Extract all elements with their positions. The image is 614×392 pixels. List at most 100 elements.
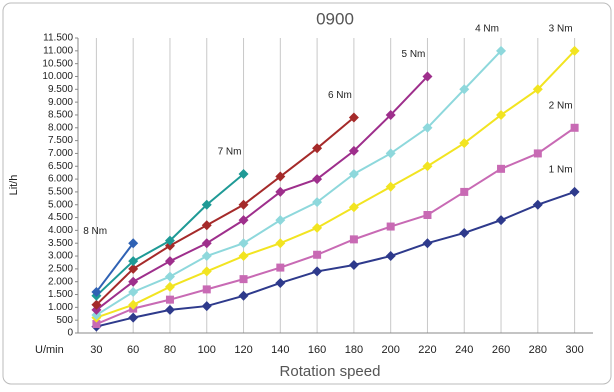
point: [422, 71, 433, 82]
point: [313, 250, 322, 259]
point: [570, 123, 579, 132]
y-tick-label: 7.000: [48, 148, 73, 159]
x-tick-label: 160: [308, 344, 326, 356]
series-label: 3 Nm: [549, 23, 573, 34]
series-line: [95, 75, 429, 311]
point: [459, 138, 470, 149]
x-tick-label: 180: [345, 344, 363, 356]
point: [128, 238, 139, 249]
series-label: 5 Nm: [402, 49, 426, 60]
x-unit: U/min: [35, 344, 64, 356]
series-line: [95, 116, 355, 306]
point: [202, 285, 211, 294]
point: [201, 251, 212, 262]
point: [532, 84, 543, 95]
point: [349, 235, 358, 244]
point: [128, 286, 139, 297]
point: [348, 112, 359, 123]
y-tick-label: 4.500: [48, 212, 73, 223]
y-tick-label: 0: [67, 328, 73, 339]
point: [348, 145, 359, 156]
y-tick-label: 10.500: [42, 58, 73, 69]
point: [423, 211, 432, 219]
point: [422, 161, 433, 172]
y-tick-label: 11.000: [43, 45, 73, 56]
series-line: [95, 242, 134, 293]
point: [275, 215, 286, 226]
series-line: [96, 190, 575, 328]
point: [238, 215, 249, 226]
y-tick-label: 1.000: [48, 302, 73, 313]
point: [460, 187, 469, 196]
point: [312, 266, 323, 277]
y-axis-title: Lit/h: [8, 175, 20, 196]
point: [422, 122, 433, 133]
point: [496, 109, 507, 120]
x-axis-title: Rotation speed: [280, 363, 381, 380]
y-tick-label: 6.500: [48, 161, 73, 172]
point: [348, 168, 359, 179]
x-tick-label: 30: [90, 344, 102, 356]
point: [164, 235, 175, 246]
point: [238, 251, 249, 262]
point: [238, 168, 249, 179]
y-tick-label: 9.500: [48, 84, 73, 95]
point: [275, 238, 286, 249]
point: [569, 186, 580, 197]
point: [128, 263, 139, 274]
point: [312, 197, 323, 208]
frame: [2, 2, 612, 385]
point: [385, 109, 396, 120]
y-tick-label: 2.500: [48, 264, 73, 275]
y-tick-label: 5.000: [48, 199, 73, 210]
y-tick-label: 7.500: [48, 135, 73, 146]
point: [128, 299, 139, 310]
point: [496, 45, 507, 56]
point: [91, 304, 102, 315]
point: [91, 299, 102, 310]
x-tick-label: 220: [418, 344, 436, 356]
point: [386, 222, 395, 231]
point: [497, 164, 506, 173]
y-tick-label: 3.500: [48, 238, 73, 249]
point: [201, 199, 212, 210]
point: [276, 263, 285, 272]
chart-title: 0900: [316, 9, 354, 28]
point: [312, 222, 323, 233]
point: [201, 301, 212, 312]
series-line: [95, 50, 502, 316]
y-tick-label: 8.000: [48, 122, 73, 133]
point: [164, 271, 175, 282]
y-tick-label: 2.000: [48, 276, 73, 287]
point: [238, 199, 249, 210]
x-tick-label: 240: [455, 344, 473, 356]
point: [569, 45, 580, 56]
y-tick-label: 6.000: [48, 174, 73, 185]
point: [201, 266, 212, 277]
point: [164, 281, 175, 292]
point: [128, 256, 139, 267]
point: [91, 310, 102, 321]
x-tick-label: 140: [271, 344, 289, 356]
point: [201, 220, 212, 231]
point: [348, 260, 359, 271]
point: [312, 174, 323, 185]
y-tick-label: 1.500: [48, 289, 73, 300]
point: [165, 295, 174, 304]
x-tick-label: 60: [127, 344, 139, 356]
point: [91, 286, 102, 297]
point: [238, 238, 249, 249]
point: [422, 238, 433, 249]
point: [239, 275, 248, 284]
y-tick-label: 3.000: [48, 251, 73, 262]
point: [238, 290, 249, 301]
x-tick-label: 200: [381, 344, 399, 356]
point: [385, 148, 396, 159]
y-tick-label: 9.000: [48, 97, 73, 108]
point: [275, 186, 286, 197]
series-label: 4 Nm: [475, 23, 499, 34]
y-tick-label: 8.500: [48, 110, 73, 121]
point: [459, 227, 470, 238]
point: [164, 256, 175, 267]
